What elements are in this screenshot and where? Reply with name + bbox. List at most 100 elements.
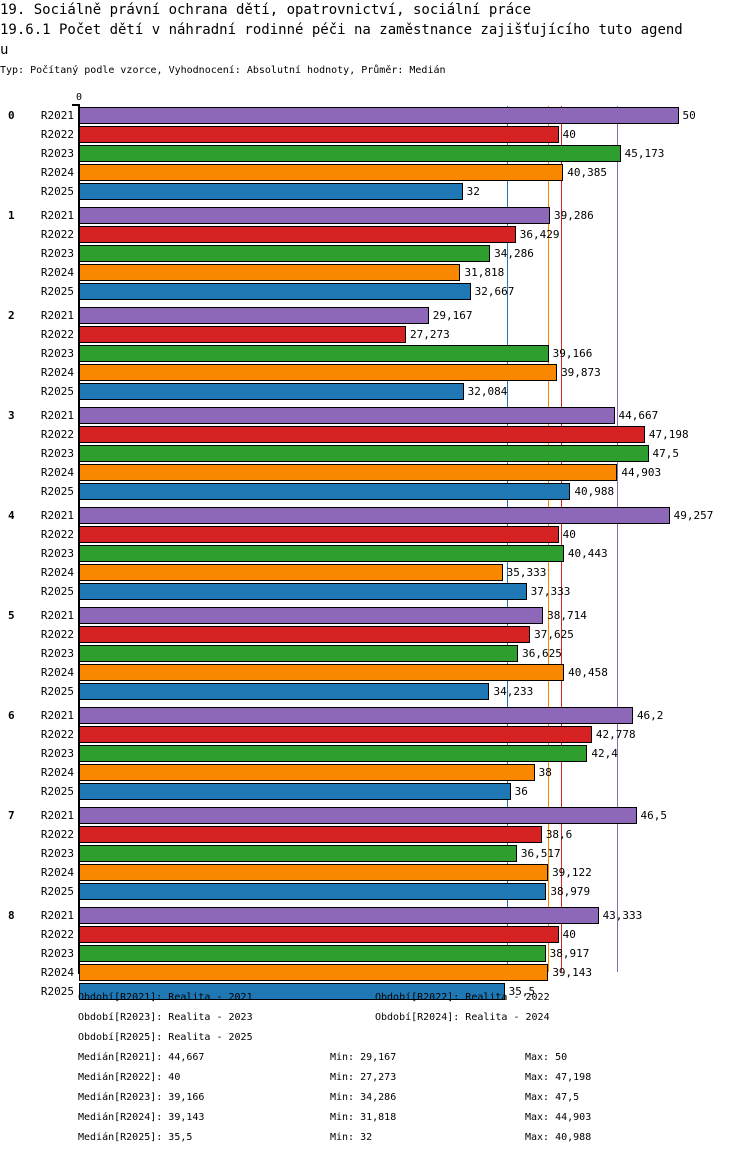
bar-row[interactable]: R2025 40,988 xyxy=(0,482,750,501)
bar-row[interactable]: R2023 39,166 xyxy=(0,344,750,363)
bar-r2024[interactable] xyxy=(79,264,461,281)
bar-row[interactable]: R2024 31,818 xyxy=(0,263,750,282)
bar-row[interactable]: R2024 38 xyxy=(0,763,750,782)
bar-row[interactable]: R2023 38,917 xyxy=(0,944,750,963)
bar-r2022[interactable] xyxy=(79,126,559,143)
bar-r2021[interactable] xyxy=(79,907,599,924)
bar-r2025[interactable] xyxy=(79,483,571,500)
bar-row[interactable]: R2025 36 xyxy=(0,782,750,801)
bar-r2023[interactable] xyxy=(79,645,519,662)
bar-row[interactable]: R2022 36,429 xyxy=(0,225,750,244)
bar-row[interactable]: R2023 42,4 xyxy=(0,744,750,763)
title-line-3: u xyxy=(0,42,9,58)
bar-r2025[interactable] xyxy=(79,783,511,800)
bar-row[interactable]: R2025 38,979 xyxy=(0,882,750,901)
bar-r2024[interactable] xyxy=(79,664,565,681)
bar-r2023[interactable] xyxy=(79,345,549,362)
bar-r2021[interactable] xyxy=(79,607,544,624)
bar-r2025[interactable] xyxy=(79,183,463,200)
bar-r2025[interactable] xyxy=(79,383,464,400)
bar-r2023[interactable] xyxy=(79,945,546,962)
bar-row[interactable]: R2022 37,625 xyxy=(0,625,750,644)
axis-tick xyxy=(72,104,80,106)
bar-r2024[interactable] xyxy=(79,164,564,181)
bar-row[interactable]: R2025 32 xyxy=(0,182,750,201)
bar-row[interactable]: R2023 36,625 xyxy=(0,644,750,663)
bar-row[interactable]: R2022 40 xyxy=(0,125,750,144)
bar-row[interactable]: R2023 36,517 xyxy=(0,844,750,863)
bar-r2022[interactable] xyxy=(79,726,592,743)
bar-r2023[interactable] xyxy=(79,445,649,462)
bar-row[interactable]: R2024 39,873 xyxy=(0,363,750,382)
bar-row[interactable]: R2024 35,333 xyxy=(0,563,750,582)
bar-row[interactable]: R2023 47,5 xyxy=(0,444,750,463)
bar-row[interactable]: R2024 44,903 xyxy=(0,463,750,482)
bar-r2022[interactable] xyxy=(79,826,542,843)
bar-category-label: R2024 xyxy=(40,266,74,279)
bar-r2023[interactable] xyxy=(79,145,621,162)
bar-r2022[interactable] xyxy=(79,426,645,443)
bar-row[interactable]: R2022 40 xyxy=(0,525,750,544)
bar-row[interactable]: R2021 38,714 xyxy=(0,606,750,625)
bar-r2025[interactable] xyxy=(79,583,527,600)
bar-category-label: R2024 xyxy=(40,166,74,179)
bar-r2024[interactable] xyxy=(79,464,618,481)
bar-row[interactable]: R2021 29,167 xyxy=(0,306,750,325)
bar-row[interactable]: R2022 38,6 xyxy=(0,825,750,844)
bar-row[interactable]: R2025 37,333 xyxy=(0,582,750,601)
legend-period-entry: Období[R2022]: Realita - 2022 xyxy=(375,992,550,1003)
bar-row[interactable]: R2021 46,2 xyxy=(0,706,750,725)
bar-r2025[interactable] xyxy=(79,683,490,700)
bar-row[interactable]: R2021 46,5 xyxy=(0,806,750,825)
bar-row[interactable]: R2024 40,385 xyxy=(0,163,750,182)
bar-row[interactable]: R2022 40 xyxy=(0,925,750,944)
bar-r2021[interactable] xyxy=(79,307,429,324)
bar-row[interactable]: R2023 45,173 xyxy=(0,144,750,163)
bar-r2023[interactable] xyxy=(79,545,564,562)
bar-r2021[interactable] xyxy=(79,407,615,424)
bar-r2025[interactable] xyxy=(79,983,505,1000)
bar-r2021[interactable] xyxy=(79,707,633,724)
bar-r2024[interactable] xyxy=(79,764,535,781)
bar-r2022[interactable] xyxy=(79,626,531,643)
bar-value-label: 39,143 xyxy=(552,966,593,979)
bar-r2022[interactable] xyxy=(79,226,516,243)
bar-row[interactable]: R2021 49,257 xyxy=(0,506,750,525)
bar-r2022[interactable] xyxy=(79,926,559,943)
bar-row[interactable]: R2024 39,143 xyxy=(0,963,750,982)
bar-r2025[interactable] xyxy=(79,283,471,300)
bar-r2024[interactable] xyxy=(79,964,549,981)
bar-row[interactable]: R2021 50 xyxy=(0,106,750,125)
bar-r2023[interactable] xyxy=(79,245,491,262)
bar-row[interactable]: R2024 40,458 xyxy=(0,663,750,682)
bar-r2024[interactable] xyxy=(79,564,503,581)
bar-r2023[interactable] xyxy=(79,845,517,862)
stat-median: Medián[R2022]: 40 xyxy=(78,1072,181,1083)
bar-row[interactable]: R2024 39,122 xyxy=(0,863,750,882)
bar-value-label: 39,286 xyxy=(554,209,594,222)
bar-category-label: R2021 xyxy=(40,209,74,222)
bar-row[interactable]: R2025 32,667 xyxy=(0,282,750,301)
bar-r2021[interactable] xyxy=(79,507,670,524)
bar-r2022[interactable] xyxy=(79,326,406,343)
bar-row[interactable]: R2025 32,084 xyxy=(0,382,750,401)
bar-row[interactable]: R2025 34,233 xyxy=(0,682,750,701)
bar-row[interactable]: R2021 39,286 xyxy=(0,206,750,225)
bar-r2025[interactable] xyxy=(79,883,547,900)
bar-row[interactable]: R2022 42,778 xyxy=(0,725,750,744)
bar-r2021[interactable] xyxy=(79,107,679,124)
bar-r2024[interactable] xyxy=(79,864,549,881)
bar-row[interactable]: R2023 34,286 xyxy=(0,244,750,263)
bar-r2021[interactable] xyxy=(79,207,551,224)
bar-r2021[interactable] xyxy=(79,807,637,824)
bar-r2024[interactable] xyxy=(79,364,558,381)
bar-category-label: R2021 xyxy=(40,409,74,422)
bar-row[interactable]: R2022 47,198 xyxy=(0,425,750,444)
bar-row[interactable]: R2025 35,5 xyxy=(0,982,750,1001)
bar-r2023[interactable] xyxy=(79,745,588,762)
bar-row[interactable]: R2023 40,443 xyxy=(0,544,750,563)
bar-row[interactable]: R2021 44,667 xyxy=(0,406,750,425)
bar-row[interactable]: R2021 43,333 xyxy=(0,906,750,925)
bar-r2022[interactable] xyxy=(79,526,559,543)
bar-row[interactable]: R2022 27,273 xyxy=(0,325,750,344)
